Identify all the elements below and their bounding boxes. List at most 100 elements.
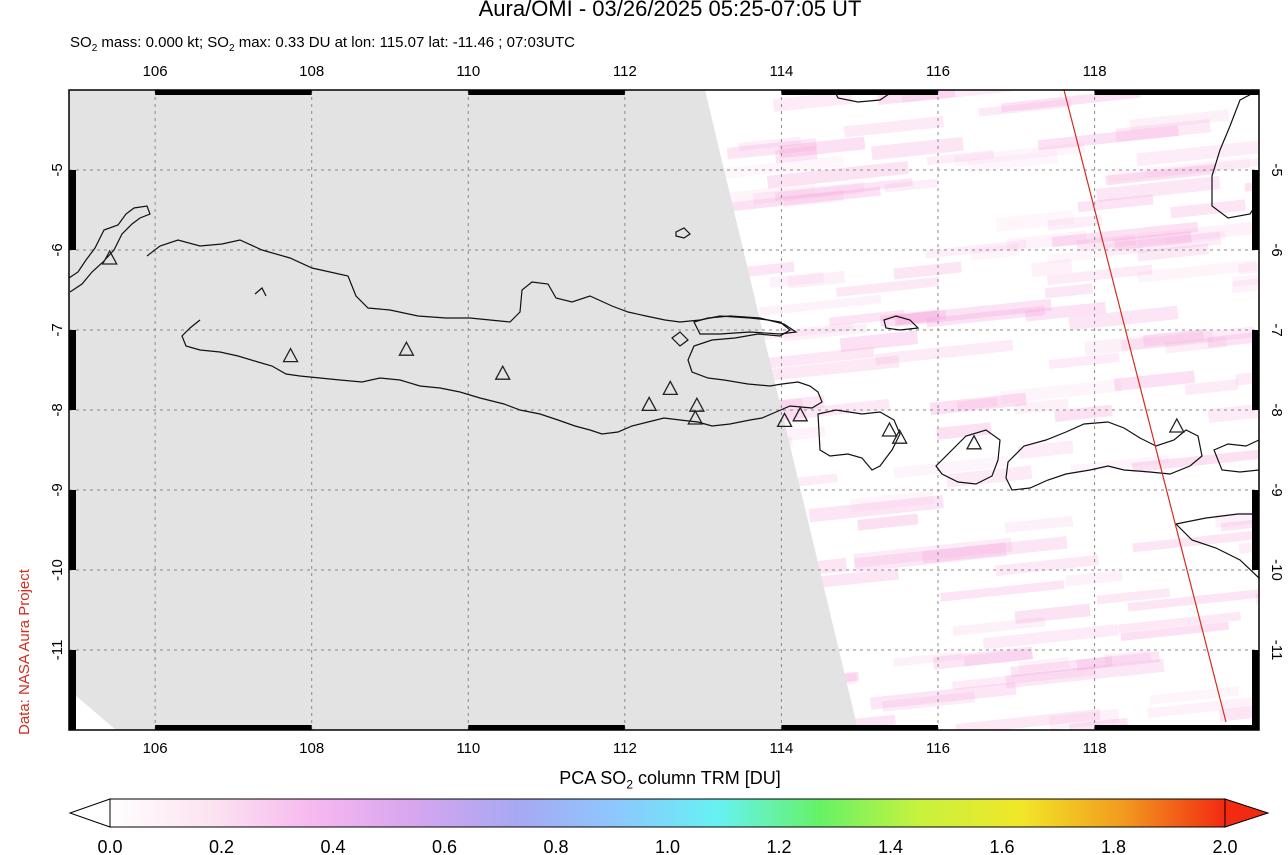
lon-tick-label-top: 116: [926, 63, 950, 80]
so2-streak: [1142, 329, 1205, 347]
so2-streak: [879, 309, 940, 328]
so2-streak: [1207, 324, 1259, 348]
frame-bar-lon: [1094, 725, 1259, 730]
so2-streak: [850, 490, 935, 513]
lat-tick-label-right: -5: [1268, 163, 1285, 176]
so2-streak: [769, 271, 825, 288]
so2-streak: [1104, 649, 1152, 666]
frame-bar-lat: [1252, 330, 1259, 410]
so2-streak: [753, 181, 865, 205]
lat-tick-label-left: -8: [49, 403, 66, 416]
so2-streak: [1137, 259, 1257, 283]
lat-tick-label-right: -9: [1268, 483, 1285, 496]
colorbar-tick-label: 0.4: [320, 837, 345, 855]
so2-streak: [728, 186, 881, 212]
sumatra-coast: [69, 205, 151, 293]
volcano-triangle: [687, 409, 704, 425]
kalimantan-tip: [833, 90, 893, 103]
so2-streak: [839, 330, 919, 353]
so2-streak: [764, 346, 875, 369]
so2-streak: [953, 142, 1086, 167]
so2-streak: [874, 339, 1014, 366]
colorbar-tick-label: 2.0: [1212, 837, 1237, 855]
colorbar-tick-label: 1.0: [655, 837, 680, 855]
so2-streak: [1018, 656, 1070, 674]
so2-streak: [1047, 214, 1103, 231]
so2-streak: [940, 580, 1065, 602]
coastlines: [69, 90, 1259, 579]
lat-tick-label-right: -10: [1268, 559, 1285, 581]
so2-streak: [1164, 336, 1228, 354]
lon-tick-label-bottom: 108: [299, 740, 324, 757]
so2-streak: [726, 138, 817, 160]
lon-tick-label-top: 106: [143, 63, 168, 80]
so2-streak: [1024, 301, 1107, 322]
java-coast: [146, 239, 823, 435]
so2-streak: [1046, 248, 1105, 264]
so2-streak: [952, 616, 1046, 636]
so2-streak: [1054, 404, 1113, 422]
so2-streak: [1147, 692, 1259, 718]
so2-streak: [870, 682, 1017, 710]
so2-streak: [708, 155, 844, 181]
lon-tick-label-top: 118: [1083, 63, 1107, 80]
lon-labels-top: 106 108 110 112 114 116 118: [143, 63, 1107, 80]
colorbar-title: PCA SO2 column TRM [DU]: [0, 768, 1288, 792]
so2-streak: [787, 270, 846, 289]
so2-streak: [1144, 154, 1259, 179]
sumbawa-coast: [1005, 421, 1203, 491]
volcano-triangle: [891, 428, 908, 444]
flores-coast: [1213, 439, 1259, 473]
so2-streak: [995, 554, 1100, 576]
so2-streak: [932, 646, 1034, 670]
so2-streak: [774, 178, 913, 201]
so2-streak: [857, 513, 919, 531]
colorbar-tick-labels: 0.0 0.2 0.4 0.6 0.8 1.0 1.2 1.4 1.6 1.8 2.0: [97, 837, 1237, 855]
so2-streak: [1136, 137, 1259, 167]
colorbar-tick-label: 0.0: [97, 837, 122, 855]
so2-streak: [1149, 686, 1240, 705]
so2-streak: [783, 323, 868, 342]
volcano-triangle: [688, 396, 705, 412]
lon-tick-label-bottom: 114: [769, 740, 793, 757]
frame-bar-lat: [69, 490, 76, 570]
so2-streak: [1113, 370, 1196, 392]
lon-tick-label-top: 108: [299, 63, 324, 80]
volcano-triangle: [792, 406, 809, 422]
colorbar-gradient: [109, 798, 1226, 828]
so2-streak: [750, 322, 854, 342]
so2-streak: [1170, 199, 1247, 219]
so2-streak: [742, 355, 900, 384]
lat-labels-right: -5 -6 -7 -8 -9 -10 -11: [1268, 163, 1285, 660]
so2-streak: [951, 666, 1096, 691]
so2-streak: [967, 150, 1059, 173]
so2-streak: [1165, 230, 1226, 246]
lombok-coast: [935, 429, 1001, 485]
so2-streak: [1137, 243, 1209, 262]
lat-tick-label-left: -5: [49, 163, 66, 176]
so2-streak: [843, 115, 945, 138]
frame-bar-lat: [69, 650, 76, 730]
so2-streak: [1129, 109, 1230, 131]
so2-map: 106 108 110 112 114 116 118 106 108 110 112 114 116…: [49, 63, 1285, 757]
so2-streak: [1014, 398, 1069, 415]
so2-streak: [828, 309, 906, 327]
so2-streak: [1096, 588, 1171, 605]
so2-streak: [808, 495, 944, 523]
lat-tick-label-left: -7: [49, 323, 66, 336]
so2-streak: [1048, 708, 1120, 730]
so2-streak: [1220, 516, 1259, 532]
so2-streak: [946, 465, 1033, 488]
so2-streak: [772, 91, 853, 112]
so2-streak: [870, 136, 964, 161]
so2-streak: [1037, 125, 1179, 151]
orbit-track-line: [1063, 90, 1227, 723]
colorbar-tick-label: 1.6: [989, 837, 1014, 855]
so2-streak: [1136, 221, 1259, 247]
so2-streak: [955, 708, 1101, 730]
so2-streak: [1107, 156, 1251, 183]
so2-streak: [1120, 326, 1255, 352]
lon-tick-label-bottom: 106: [143, 740, 168, 757]
island-small-2: [671, 331, 689, 347]
map-frame-scale-bars: [69, 90, 1259, 730]
